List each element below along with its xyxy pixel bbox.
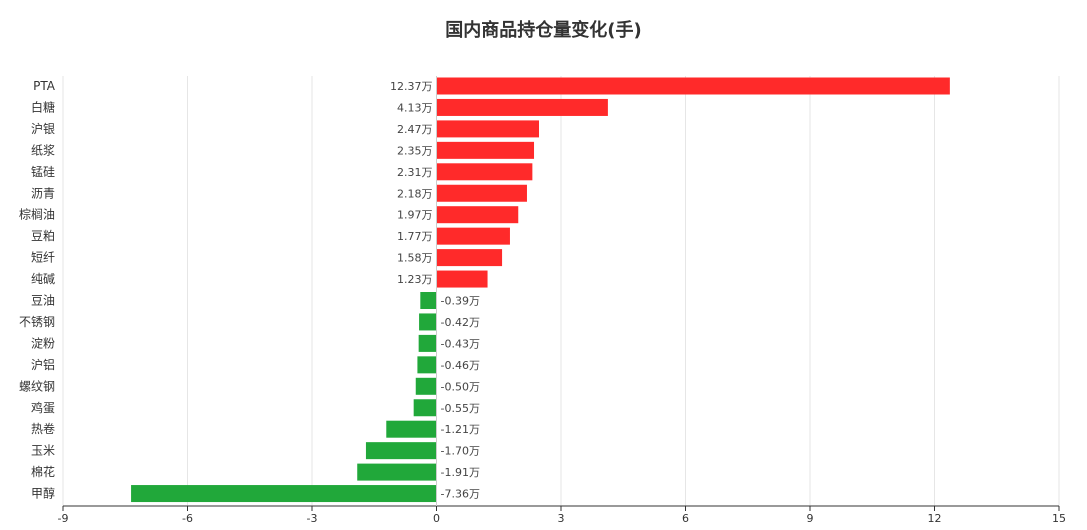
bar[interactable] xyxy=(417,356,437,374)
bar[interactable] xyxy=(436,163,533,181)
x-tick-label: 3 xyxy=(558,512,565,525)
x-tick-label: 6 xyxy=(682,512,689,525)
data-label: -0.46万 xyxy=(441,359,480,372)
category-label: 棕榈油 xyxy=(19,207,55,222)
data-label: -1.70万 xyxy=(441,445,480,458)
bar[interactable] xyxy=(436,120,540,138)
data-label: 2.18万 xyxy=(397,187,433,200)
bar[interactable] xyxy=(436,184,527,202)
category-label: 纯碱 xyxy=(31,272,55,286)
bar[interactable] xyxy=(420,292,437,309)
bar[interactable] xyxy=(413,399,437,417)
data-label: -0.43万 xyxy=(441,337,480,350)
bar[interactable] xyxy=(436,141,535,159)
data-label: 1.58万 xyxy=(397,252,433,265)
x-tick-label: -9 xyxy=(58,512,69,525)
category-label: 热卷 xyxy=(31,421,55,436)
category-label: 棉花 xyxy=(31,464,55,479)
category-label: 淀粉 xyxy=(31,336,55,350)
category-label: 纸浆 xyxy=(31,142,55,157)
data-label: 1.77万 xyxy=(397,230,433,243)
category-label: 鸡蛋 xyxy=(31,400,55,415)
bar[interactable] xyxy=(436,227,510,245)
data-label: -7.36万 xyxy=(441,488,480,501)
data-label: -0.42万 xyxy=(441,316,480,329)
x-tick-label: -3 xyxy=(307,512,318,525)
category-label: 沪铝 xyxy=(31,357,55,372)
category-label: 豆油 xyxy=(31,294,55,308)
category-label: 锰硅 xyxy=(31,164,55,179)
data-label: -1.21万 xyxy=(441,423,480,436)
data-label: 4.13万 xyxy=(397,101,433,114)
bar[interactable] xyxy=(436,98,608,116)
category-label: 不锈钢 xyxy=(19,315,55,329)
bar[interactable] xyxy=(357,463,437,481)
category-label: 螺纹钢 xyxy=(19,379,55,393)
data-label: 2.31万 xyxy=(397,166,433,179)
x-tick-label: 15 xyxy=(1052,512,1066,525)
bar[interactable] xyxy=(415,377,437,395)
data-label: -0.50万 xyxy=(441,380,480,393)
x-tick-label: 9 xyxy=(807,512,814,525)
data-label: 2.47万 xyxy=(397,123,433,136)
category-label: 沪银 xyxy=(31,122,55,136)
bar[interactable] xyxy=(418,334,437,352)
data-label: 2.35万 xyxy=(397,144,433,157)
data-label: -1.91万 xyxy=(441,466,480,479)
bar[interactable] xyxy=(436,77,950,95)
bar[interactable] xyxy=(365,442,437,460)
category-label: 短纤 xyxy=(31,251,55,265)
category-label: 玉米 xyxy=(31,444,55,458)
data-label: -0.55万 xyxy=(441,402,480,415)
bar[interactable] xyxy=(436,206,519,224)
bar[interactable] xyxy=(436,249,503,267)
chart-title: 国内商品持仓量变化(手) xyxy=(445,20,642,41)
data-label: 12.37万 xyxy=(390,80,433,93)
bar[interactable] xyxy=(436,270,488,288)
x-tick-label: -6 xyxy=(182,512,193,525)
data-label: 1.97万 xyxy=(397,209,433,222)
x-tick-label: 12 xyxy=(928,512,942,525)
category-label: 沥青 xyxy=(31,186,55,200)
x-tick-label: 0 xyxy=(433,512,440,525)
bar[interactable] xyxy=(131,485,437,503)
bar[interactable] xyxy=(419,313,437,331)
bar[interactable] xyxy=(386,420,437,438)
data-label: -0.39万 xyxy=(441,295,480,308)
category-label: 白糖 xyxy=(31,99,55,114)
category-label: PTA xyxy=(33,79,56,93)
category-label: 豆粕 xyxy=(31,228,55,243)
data-label: 1.23万 xyxy=(397,273,433,286)
category-label: 甲醇 xyxy=(31,486,55,501)
